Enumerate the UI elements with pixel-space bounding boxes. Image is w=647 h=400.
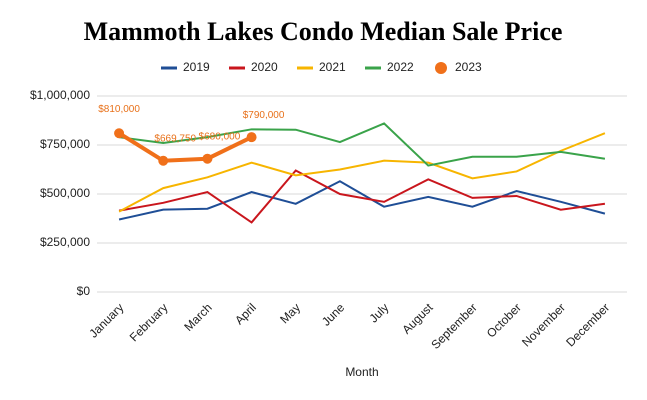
y-tick-label: $750,000: [40, 137, 90, 151]
x-axis-label: Month: [345, 365, 378, 379]
legend-label: 2019: [183, 60, 210, 74]
legend-marker: [435, 62, 447, 74]
x-tick-label: October: [484, 300, 524, 340]
x-tick-label: August: [399, 300, 436, 337]
y-tick-label: $1,000,000: [30, 88, 90, 102]
x-tick-label: July: [366, 300, 391, 325]
x-tick-label: March: [181, 300, 214, 333]
y-tick-label: $500,000: [40, 186, 90, 200]
x-tick-label: September: [428, 300, 479, 351]
x-tick-label: April: [232, 300, 259, 327]
point: [246, 132, 257, 143]
x-tick-label: February: [127, 300, 171, 344]
legend-label: 2021: [319, 60, 346, 74]
point: [202, 153, 213, 164]
x-tick-label: January: [86, 300, 126, 340]
x-tick-label: November: [519, 300, 568, 349]
legend-label: 2022: [387, 60, 414, 74]
series-line: [118, 180, 606, 221]
point: [158, 155, 169, 166]
x-tick-label: June: [319, 300, 348, 329]
data-label: $810,000: [98, 104, 140, 115]
chart-title: Mammoth Lakes Condo Median Sale Price: [84, 17, 563, 46]
series-line: [118, 169, 606, 224]
x-tick-label: December: [563, 300, 612, 349]
legend-label: 2023: [455, 60, 482, 74]
series-line: [118, 132, 606, 213]
point: [114, 128, 125, 139]
data-label: $669,750: [154, 133, 196, 144]
y-tick-label: $250,000: [40, 235, 90, 249]
x-tick-label: May: [277, 300, 303, 326]
series-line: [118, 131, 253, 163]
data-label: $680,000: [199, 131, 241, 142]
series-line: [118, 122, 606, 167]
legend-label: 2020: [251, 60, 278, 74]
data-label: $790,000: [243, 110, 285, 121]
y-tick-label: $0: [77, 284, 91, 298]
